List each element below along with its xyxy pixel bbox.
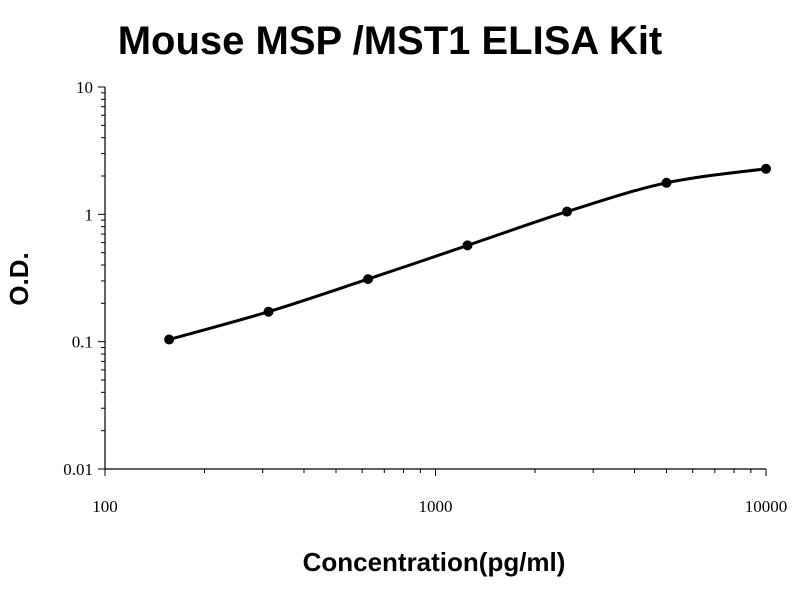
data-point xyxy=(562,206,572,217)
data-point xyxy=(363,274,373,285)
chart-title: Mouse MSP /MST1 ELISA Kit xyxy=(118,19,663,63)
y-tick-label: 1 xyxy=(85,205,94,224)
x-axis-label: Concentration(pg/ml) xyxy=(303,547,566,577)
data-point xyxy=(462,240,473,251)
y-tick-label: 0.1 xyxy=(72,333,93,352)
x-tick-label: 10000 xyxy=(745,497,788,516)
y-tick-label: 10 xyxy=(76,78,93,97)
y-axis-ticks: 0.01 0.1 1 10 xyxy=(63,78,105,479)
data-point xyxy=(761,163,771,174)
data-point xyxy=(661,177,672,188)
y-tick-label: 0.01 xyxy=(63,460,93,479)
data-point xyxy=(164,334,175,345)
axes xyxy=(104,87,766,470)
series-layer xyxy=(164,163,771,345)
x-tick-label: 1000 xyxy=(419,497,453,516)
y-axis-label: O.D. xyxy=(4,252,34,305)
standard-curve-line xyxy=(168,167,767,341)
data-point xyxy=(263,306,274,317)
x-tick-label: 100 xyxy=(92,497,118,516)
x-axis-ticks: 100 1000 10000 xyxy=(92,469,787,516)
